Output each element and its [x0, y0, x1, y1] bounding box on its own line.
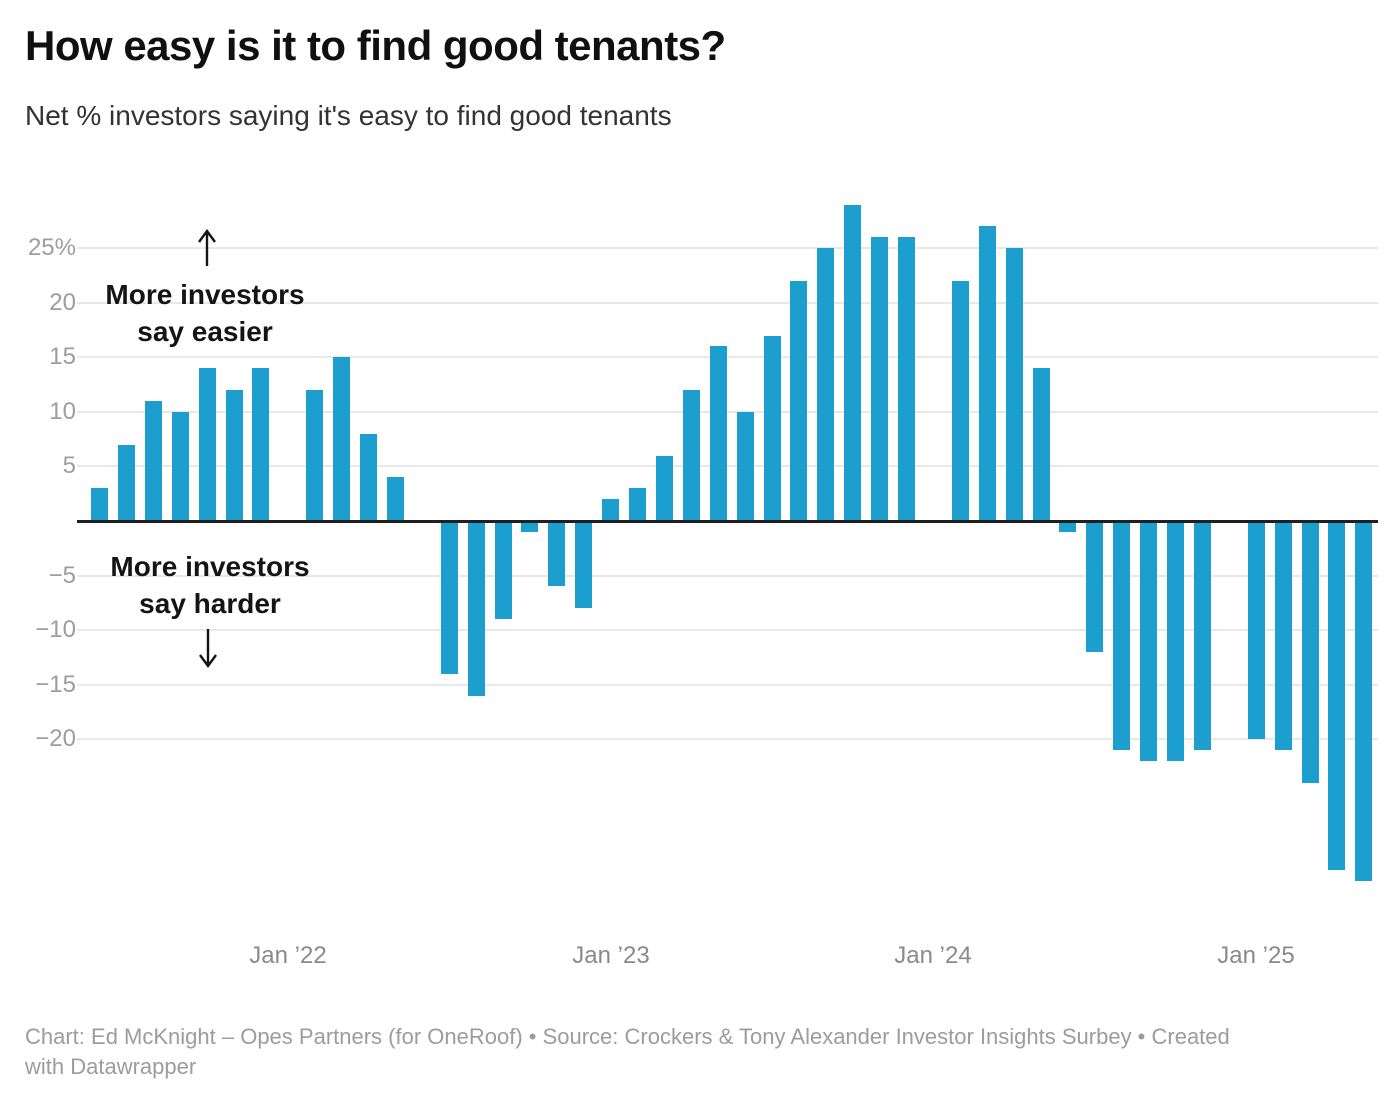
gridline-15 [77, 356, 1378, 358]
bar-month-27 [817, 248, 834, 521]
bar-month-33 [979, 226, 996, 521]
gridline-5 [77, 465, 1378, 467]
bar-month-10 [360, 434, 377, 521]
zero-axis-line [77, 520, 1378, 523]
bar-month-28 [844, 205, 861, 521]
bar-month-14 [468, 521, 485, 696]
bar-month-3 [172, 412, 189, 521]
credit-line: Chart: Ed McKnight – Opes Partners (for … [25, 1024, 1230, 1049]
gridline--20 [77, 738, 1378, 740]
bar-month-25 [764, 336, 781, 521]
x-axis-label-Jan25: Jan ’25 [1217, 942, 1295, 969]
bar-month-13 [441, 521, 458, 674]
credit-line: with Datawrapper [25, 1054, 197, 1079]
bar-month-4 [199, 368, 216, 521]
annotation-say-easier: More investors say easier [75, 276, 335, 350]
bar-month-44 [1275, 521, 1292, 750]
y-axis-label-10: 10 [49, 398, 76, 425]
bar-month-34 [1006, 248, 1023, 521]
bar-month-2 [145, 401, 162, 521]
bar-month-37 [1086, 521, 1103, 652]
down-arrow-icon [199, 629, 217, 669]
bar-month-30 [898, 237, 915, 521]
annotation-line: More investors [105, 279, 305, 310]
bar-month-18 [575, 521, 592, 608]
y-axis-label--5: −5 [48, 562, 76, 589]
y-axis-label-15: 15 [49, 343, 76, 370]
bar-month-46 [1328, 521, 1345, 870]
chart-title: How easy is it to find good tenants? [25, 22, 726, 69]
bar-month-15 [495, 521, 512, 619]
gridline--5 [77, 575, 1378, 577]
bar-month-47 [1355, 521, 1372, 881]
bar-month-19 [602, 499, 619, 521]
x-axis-label-Jan24: Jan ’24 [894, 942, 972, 969]
annotation-line: More investors [110, 551, 310, 582]
annotation-line: say easier [137, 316, 273, 347]
bar-month-11 [387, 477, 404, 521]
annotation-say-harder: More investors say harder [80, 548, 340, 622]
bar-month-43 [1248, 521, 1265, 739]
bar-month-26 [790, 281, 807, 521]
bar-month-32 [952, 281, 969, 521]
gridline-10 [77, 411, 1378, 413]
bar-month-5 [226, 390, 243, 521]
bar-month-22 [683, 390, 700, 521]
y-axis-label--20: −20 [35, 725, 76, 752]
bar-month-41 [1194, 521, 1211, 750]
bar-month-36 [1059, 521, 1076, 532]
annotation-line: say harder [139, 588, 281, 619]
y-axis-label--10: −10 [35, 616, 76, 643]
bar-month-23 [710, 346, 727, 521]
bar-month-16 [521, 521, 538, 532]
bar-month-17 [548, 521, 565, 586]
y-axis-label-25: 25% [27, 234, 76, 261]
y-axis-label-20: 20 [49, 289, 76, 316]
bar-month-45 [1302, 521, 1319, 783]
bar-month-40 [1167, 521, 1184, 761]
bar-month-29 [871, 237, 888, 521]
bar-month-6 [252, 368, 269, 521]
y-axis-label--15: −15 [35, 671, 76, 698]
chart-credit: Chart: Ed McKnight – Opes Partners (for … [25, 1022, 1385, 1082]
y-axis-label-5: 5 [62, 452, 76, 479]
bar-month-21 [656, 456, 673, 521]
bar-month-0 [91, 488, 108, 521]
bar-month-39 [1140, 521, 1157, 761]
bar-month-20 [629, 488, 646, 521]
bar-month-38 [1113, 521, 1130, 750]
gridline-25 [77, 247, 1378, 249]
bar-month-24 [737, 412, 754, 521]
x-axis-label-Jan23: Jan ’23 [572, 942, 650, 969]
bar-month-8 [306, 390, 323, 521]
gridline--15 [77, 684, 1378, 686]
gridline-20 [77, 302, 1378, 304]
bar-month-1 [118, 445, 135, 521]
up-arrow-icon [198, 228, 216, 266]
bar-month-35 [1033, 368, 1050, 521]
x-axis-label-Jan22: Jan ’22 [249, 942, 327, 969]
chart-subtitle: Net % investors saying it's easy to find… [25, 100, 672, 131]
gridline--10 [77, 629, 1378, 631]
bar-month-9 [333, 357, 350, 521]
